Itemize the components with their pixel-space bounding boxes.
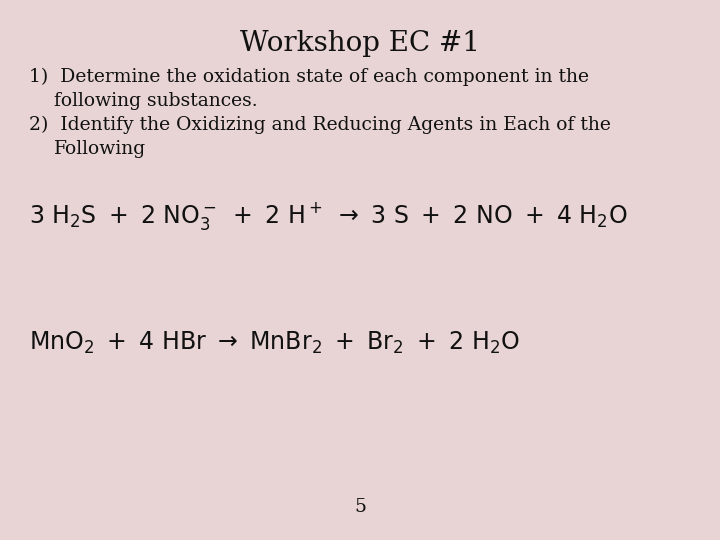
- Text: $3\ \mathrm{H_2S}\ +\ 2\ \mathrm{NO_3^-}\ +\ 2\ \mathrm{H^+}\ \rightarrow\ 3\ \m: $3\ \mathrm{H_2S}\ +\ 2\ \mathrm{NO_3^-}…: [29, 200, 627, 232]
- Text: 5: 5: [354, 498, 366, 516]
- Text: Workshop EC #1: Workshop EC #1: [240, 30, 480, 57]
- Text: 1)  Determine the oxidation state of each component in the: 1) Determine the oxidation state of each…: [29, 68, 589, 86]
- Text: $\mathrm{MnO_2}\ +\ 4\ \mathrm{HBr}\ \rightarrow\ \mathrm{MnBr_2}\ +\ \mathrm{Br: $\mathrm{MnO_2}\ +\ 4\ \mathrm{HBr}\ \ri…: [29, 329, 519, 356]
- Text: Following: Following: [54, 140, 146, 158]
- Text: following substances.: following substances.: [54, 92, 258, 110]
- Text: 2)  Identify the Oxidizing and Reducing Agents in Each of the: 2) Identify the Oxidizing and Reducing A…: [29, 116, 611, 134]
